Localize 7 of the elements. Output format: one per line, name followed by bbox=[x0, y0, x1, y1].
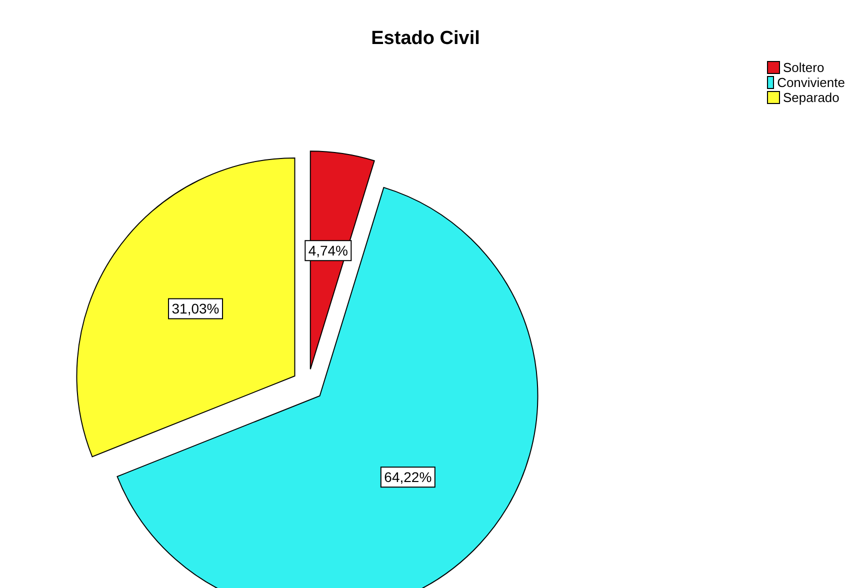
chart-title: Estado Civil bbox=[370, 28, 481, 50]
legend-label: Soltero bbox=[783, 60, 824, 75]
data-label: 4,74% bbox=[308, 242, 348, 259]
legend-label: Separado bbox=[783, 90, 840, 105]
data-label: 31,03% bbox=[172, 300, 220, 317]
legend-label: Conviviente bbox=[777, 75, 845, 90]
data-label: 64,22% bbox=[384, 469, 432, 486]
